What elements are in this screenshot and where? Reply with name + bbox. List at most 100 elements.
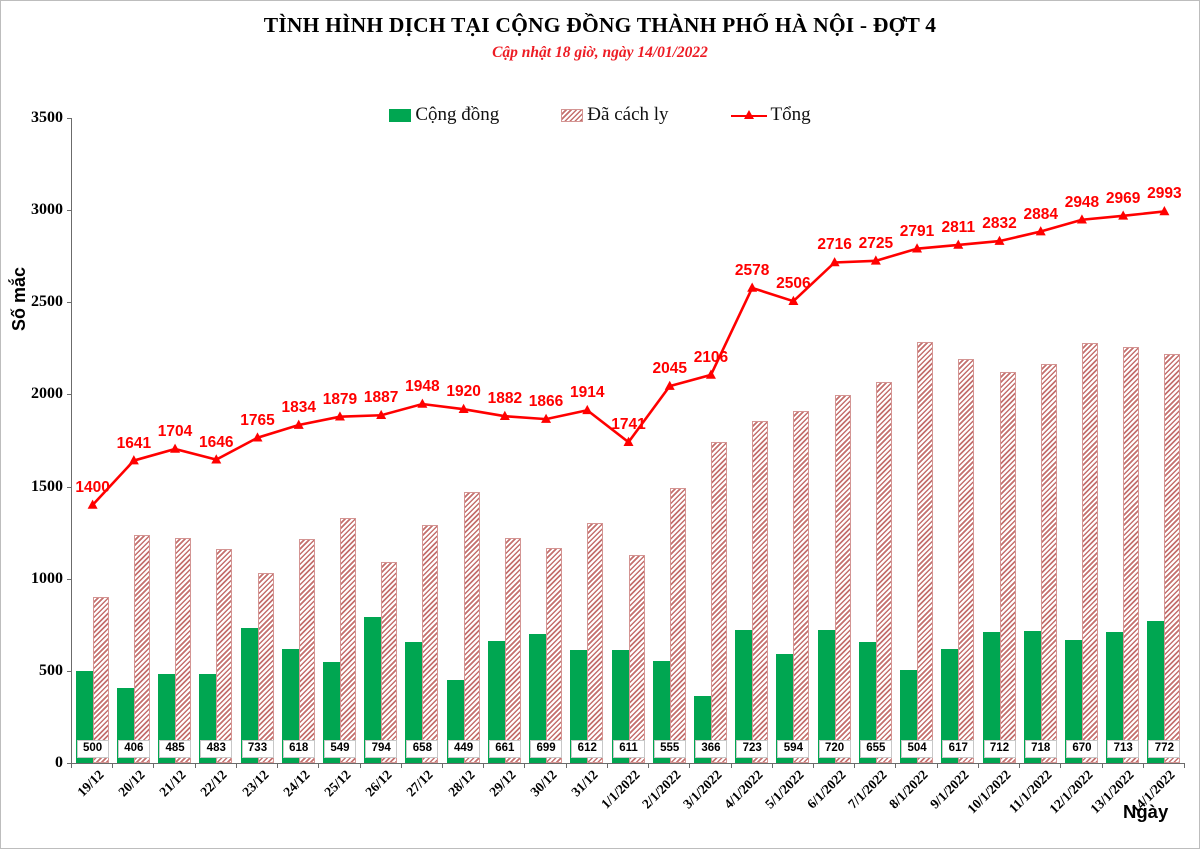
bar-community xyxy=(941,649,959,763)
community-value-label: 670 xyxy=(1065,740,1098,758)
y-tickmark xyxy=(67,302,71,304)
bar-quarantined xyxy=(587,523,604,763)
x-tickmark xyxy=(524,763,526,768)
red-line-swatch-icon xyxy=(730,109,767,122)
total-value-label: 2884 xyxy=(1023,205,1058,223)
green-bar-swatch-icon xyxy=(389,108,412,122)
bar-quarantined xyxy=(834,395,851,763)
legend-label-total: Tổng xyxy=(770,104,811,125)
x-tickmark xyxy=(1101,763,1103,768)
total-value-label: 1704 xyxy=(157,422,193,440)
bar-community xyxy=(900,670,918,763)
legend-label-quarantined: Đã cách ly xyxy=(587,104,669,125)
total-value-label: 1882 xyxy=(487,390,523,408)
bar-community xyxy=(611,650,629,763)
x-axis-tickmarks xyxy=(71,763,1185,769)
triangle-marker-icon xyxy=(788,295,799,305)
y-tickmark xyxy=(67,118,71,119)
y-tick-label: 2500 xyxy=(31,293,63,311)
triangle-marker-icon xyxy=(1118,210,1129,220)
total-value-label: 1400 xyxy=(75,479,110,496)
bar-quarantined xyxy=(1164,353,1181,763)
bar-community xyxy=(652,660,670,763)
community-value-label: 555 xyxy=(653,740,686,758)
community-value-label: 366 xyxy=(694,740,727,758)
x-tickmark xyxy=(730,763,732,768)
x-tickmark xyxy=(689,763,691,768)
y-tick-label: 1000 xyxy=(31,569,63,587)
triangle-marker-icon xyxy=(417,398,428,408)
x-tickmark xyxy=(1019,763,1021,768)
bar-community xyxy=(529,634,547,763)
community-value-label: 594 xyxy=(777,740,810,758)
triangle-marker-icon xyxy=(170,443,181,453)
triangle-marker-icon xyxy=(211,454,222,464)
y-tickmark xyxy=(67,578,71,580)
hatch-bar-swatch-icon xyxy=(561,108,584,122)
bar-quarantined xyxy=(175,538,192,763)
total-value-label: 1641 xyxy=(116,434,152,452)
bar-community xyxy=(1064,639,1082,763)
y-tickmark xyxy=(67,210,71,212)
x-tickmark xyxy=(936,763,938,768)
total-line xyxy=(87,206,1170,509)
total-value-label: 2832 xyxy=(982,215,1017,233)
triangle-marker-icon xyxy=(912,243,923,253)
x-tickmark xyxy=(771,763,773,768)
x-tickmark xyxy=(235,763,237,768)
bar-community xyxy=(982,631,1000,763)
y-tick-label: 3000 xyxy=(31,201,63,219)
bar-community xyxy=(75,670,93,763)
triangle-marker-icon xyxy=(623,436,634,446)
triangle-marker-icon xyxy=(705,369,716,379)
y-tick-label: 500 xyxy=(39,661,63,679)
total-value-label: 2948 xyxy=(1064,193,1100,211)
total-value-label: 1741 xyxy=(611,416,646,434)
bar-community xyxy=(240,627,258,763)
community-value-label: 794 xyxy=(365,740,398,758)
x-tickmark xyxy=(194,763,196,768)
x-tickmark xyxy=(977,763,979,768)
triangle-marker-icon xyxy=(1076,214,1087,224)
x-axis-labels: 19/12 20/12 21/12 22/12 23/12 24/12 25/12 26/12… xyxy=(71,767,1184,837)
bar-quarantined xyxy=(710,442,727,763)
total-value-label: 2716 xyxy=(817,236,852,254)
x-tickmark xyxy=(400,763,402,768)
community-value-label: 611 xyxy=(612,740,645,758)
triangle-marker-icon xyxy=(870,255,881,265)
x-tickmark xyxy=(112,763,114,768)
community-value-label: 712 xyxy=(983,740,1016,758)
y-tick-label: 2000 xyxy=(31,385,63,403)
total-value-label: 2811 xyxy=(941,218,976,236)
total-value-label: 2993 xyxy=(1147,185,1182,203)
chart-title: TÌNH HÌNH DỊCH TẠI CỘNG ĐỒNG THÀNH PHỐ H… xyxy=(263,13,937,37)
bar-community xyxy=(322,661,340,763)
community-value-label: 661 xyxy=(488,740,521,758)
triangle-marker-icon xyxy=(293,419,304,429)
bar-quarantined xyxy=(133,535,150,763)
total-value-label: 2725 xyxy=(858,234,894,252)
bar-community xyxy=(487,641,505,763)
plot-area: 500 406 485 483 733 618 549 794 658 449 661 699 612 6… xyxy=(71,118,1185,764)
x-tickmark xyxy=(565,763,567,768)
legend-item-quarantined: Đã cách ly xyxy=(561,104,669,126)
x-tickmark xyxy=(442,763,443,768)
triangle-marker-icon xyxy=(953,239,964,249)
total-value-label: 1920 xyxy=(446,383,481,401)
triangle-marker-icon xyxy=(994,235,1005,245)
y-tick-label: 1500 xyxy=(31,477,63,495)
triangle-marker-icon xyxy=(252,432,263,442)
triangle-marker-icon xyxy=(128,455,139,465)
x-tickmark xyxy=(606,763,608,768)
bar-community xyxy=(281,649,299,763)
community-value-label: 549 xyxy=(323,740,356,758)
community-value-label: 733 xyxy=(241,740,274,758)
legend-label-community: Cộng đồng xyxy=(415,104,500,125)
triangle-marker-icon xyxy=(829,257,840,267)
total-value-label: 1834 xyxy=(281,399,316,417)
total-value-label: 1887 xyxy=(363,389,399,407)
x-tickmark xyxy=(1142,763,1144,768)
x-tickmark xyxy=(813,763,814,768)
y-tickmark xyxy=(67,670,71,672)
triangle-marker-icon xyxy=(334,411,345,421)
